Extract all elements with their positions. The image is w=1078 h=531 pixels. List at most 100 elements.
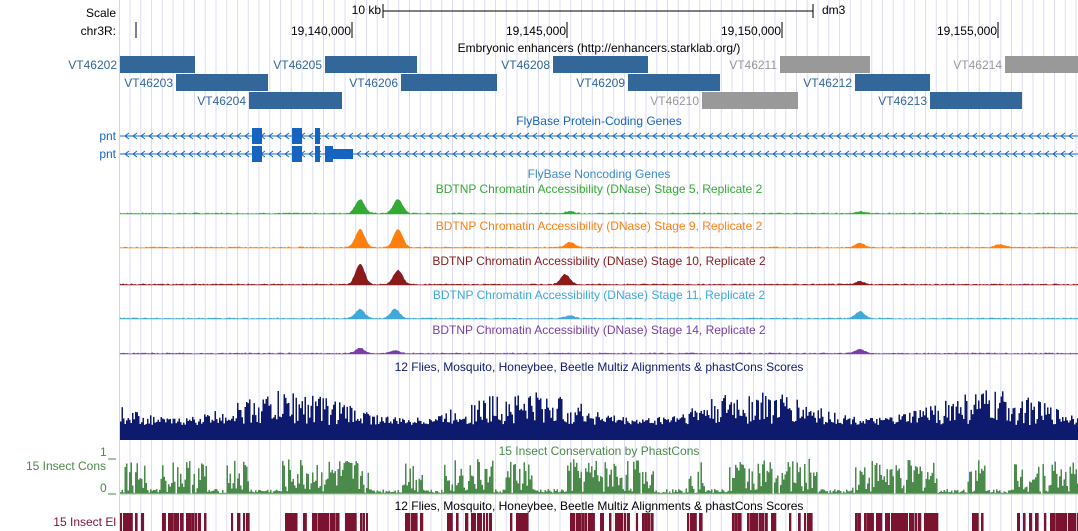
phastcons-label[interactable]: 15 Insect Cons	[26, 459, 106, 473]
enhancer-label[interactable]: VT46214	[953, 58, 1002, 72]
enhancer-box[interactable]	[249, 92, 342, 109]
conserved-element[interactable]	[180, 513, 184, 531]
conserved-element[interactable]	[288, 513, 292, 531]
conserved-element[interactable]	[162, 513, 166, 531]
conserved-element[interactable]	[489, 513, 492, 531]
conserved-element[interactable]	[129, 513, 133, 531]
conserved-element[interactable]	[1035, 513, 1039, 531]
conserved-element[interactable]	[930, 513, 934, 531]
conserved-element[interactable]	[456, 513, 459, 531]
conserved-element[interactable]	[204, 513, 207, 531]
dnase-track[interactable]: BDTNP Chromatin Accessibility (DNase) St…	[119, 288, 1078, 320]
enhancer-box[interactable]	[176, 74, 268, 91]
conserved-element[interactable]	[333, 513, 336, 531]
enhancer-box[interactable]	[780, 56, 870, 73]
enhancer-box[interactable]	[553, 56, 648, 73]
enhancer-label[interactable]: VT46204	[197, 94, 246, 108]
enhancers-track[interactable]: VT46202VT46203VT46204VT46205VT46206VT462…	[68, 56, 1078, 109]
conserved-element[interactable]	[291, 513, 295, 531]
enhancer-feature[interactable]: VT46205	[273, 56, 417, 73]
conserved-element[interactable]	[123, 513, 127, 531]
enhancer-feature[interactable]: VT46210	[650, 92, 798, 109]
enhancer-feature[interactable]: VT46206	[349, 74, 497, 91]
gene-exon[interactable]	[325, 146, 333, 162]
conserved-element[interactable]	[897, 513, 901, 531]
conserved-element[interactable]	[243, 513, 246, 531]
dnase-tracks[interactable]: BDTNP Chromatin Accessibility (DNase) St…	[119, 182, 1078, 355]
conserved-element[interactable]	[471, 513, 475, 531]
conserved-element[interactable]	[627, 513, 630, 531]
gene-exon[interactable]	[292, 128, 302, 144]
conserved-element[interactable]	[1071, 513, 1075, 531]
enhancer-box[interactable]	[702, 92, 798, 109]
conserved-element[interactable]	[510, 513, 513, 531]
gene-exon[interactable]	[252, 128, 262, 144]
conserved-element[interactable]	[1017, 513, 1021, 531]
conserved-element[interactable]	[870, 513, 874, 531]
conserved-element[interactable]	[765, 513, 768, 531]
gene-exon[interactable]	[292, 146, 302, 162]
conserved-element[interactable]	[624, 513, 627, 531]
gene-label[interactable]: pnt	[99, 129, 116, 143]
conserved-element[interactable]	[120, 513, 123, 531]
dnase-track[interactable]: BDTNP Chromatin Accessibility (DNase) St…	[119, 182, 1078, 215]
conserved-element[interactable]	[981, 513, 984, 531]
conserved-element[interactable]	[135, 513, 138, 531]
conserved-element[interactable]	[519, 513, 523, 531]
conserved-element[interactable]	[1068, 513, 1072, 531]
conserved-element[interactable]	[285, 513, 289, 531]
enhancer-box[interactable]	[930, 92, 1022, 109]
conserved-element[interactable]	[891, 513, 895, 531]
gene-exon[interactable]	[315, 128, 320, 144]
conserved-element[interactable]	[648, 513, 651, 531]
conserved-element[interactable]	[636, 513, 639, 531]
enhancer-box[interactable]	[401, 74, 497, 91]
conserved-element[interactable]	[687, 513, 690, 531]
conserved-element[interactable]	[420, 513, 424, 531]
conserved-element[interactable]	[690, 513, 694, 531]
enhancer-box[interactable]	[325, 56, 417, 73]
conserved-element[interactable]	[198, 513, 202, 531]
conserved-element[interactable]	[327, 513, 330, 531]
conserved-element[interactable]	[318, 513, 322, 531]
conserved-element[interactable]	[753, 513, 757, 531]
conserved-element[interactable]	[354, 513, 357, 531]
enhancer-label[interactable]: VT46212	[803, 76, 852, 90]
conserved-element[interactable]	[579, 513, 582, 531]
enhancer-feature[interactable]: VT46214	[953, 56, 1078, 73]
conserved-element[interactable]	[618, 513, 622, 531]
conserved-element[interactable]	[414, 513, 418, 531]
conserved-element[interactable]	[315, 513, 318, 531]
gene-exon[interactable]	[315, 146, 320, 162]
conserved-element[interactable]	[588, 513, 592, 531]
conserved-element[interactable]	[366, 513, 369, 531]
conserved-element[interactable]	[294, 513, 298, 531]
conserved-element[interactable]	[303, 513, 307, 531]
conserved-element[interactable]	[915, 513, 918, 531]
conserved-element[interactable]	[336, 513, 340, 531]
conserved-element[interactable]	[888, 513, 891, 531]
conserved-element[interactable]	[411, 513, 415, 531]
conserved-element[interactable]	[798, 513, 801, 531]
conserved-element[interactable]	[924, 513, 928, 531]
conserved-element[interactable]	[192, 513, 195, 531]
conserved-element[interactable]	[894, 513, 898, 531]
conserved-element[interactable]	[738, 513, 742, 531]
phastcons-track[interactable]	[120, 459, 1078, 495]
conserved-element[interactable]	[360, 513, 363, 531]
enhancer-feature[interactable]: VT46212	[803, 74, 930, 91]
conserved-element[interactable]	[480, 513, 483, 531]
enhancer-box[interactable]	[120, 56, 195, 73]
conserved-element[interactable]	[1059, 513, 1063, 531]
conserved-element[interactable]	[570, 513, 574, 531]
conserved-element[interactable]	[855, 513, 858, 531]
conserved-element[interactable]	[525, 513, 529, 531]
conserved-element[interactable]	[804, 513, 807, 531]
conserved-element[interactable]	[1053, 513, 1056, 531]
conserved-element[interactable]	[171, 513, 174, 531]
conserved-element[interactable]	[879, 513, 883, 531]
conserved-element[interactable]	[699, 513, 703, 531]
conserved-element[interactable]	[810, 513, 813, 531]
conserved-element[interactable]	[747, 513, 750, 531]
enhancer-label[interactable]: VT46206	[349, 76, 398, 90]
